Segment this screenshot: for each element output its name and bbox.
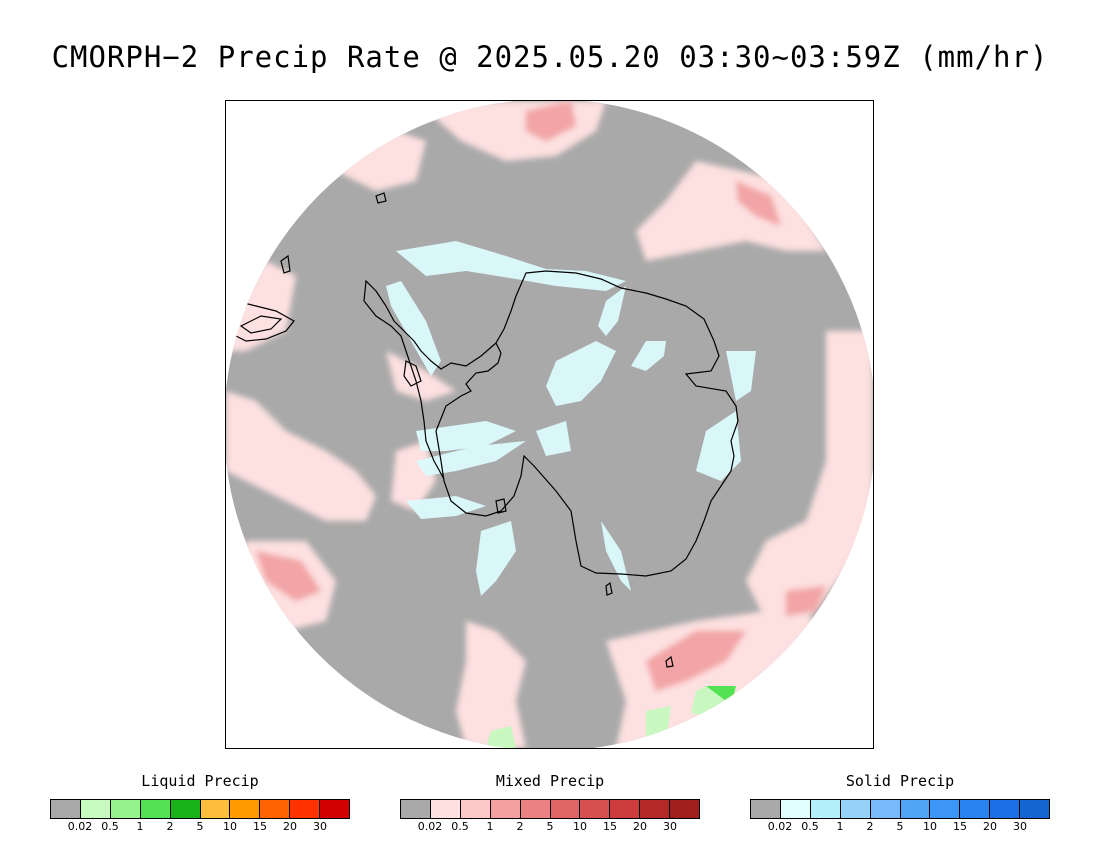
map-frame [225,100,874,749]
legend-tick-label: 30 [1013,820,1027,833]
legend-tick-label: 10 [223,820,237,833]
color-scale [400,799,700,819]
legend-swatch [200,800,231,818]
legend-tick-label: 30 [313,820,327,833]
legend-tick-label: 30 [663,820,677,833]
legend-tick-label: 20 [283,820,297,833]
mixed-precip-legend: Mixed Precip 0.02 0.5 1 2 5 10 15 20 30 [400,770,700,833]
legend-title: Mixed Precip [495,772,605,790]
legend-tick-label: 0.02 [67,820,93,833]
legend-tick-label: 20 [633,820,647,833]
legend-tick-label: 5 [196,820,204,833]
legend-swatch [610,800,641,818]
legend-tick-label: 1 [136,820,144,833]
legend-swatch [290,800,321,818]
legend-swatch [870,800,901,818]
solid-precip-light-areas [386,241,756,596]
legend-tick-label: 2 [516,820,524,833]
legend-tick-label: 5 [896,820,904,833]
legend-swatch [401,800,431,818]
legend-title: Solid Precip [845,772,955,790]
antarctica-coastline [435,270,739,577]
coastline-outlines [235,192,739,668]
legend-swatch [490,800,521,818]
legend-tick-label: 2 [166,820,174,833]
legend-tick-label: 10 [923,820,937,833]
legend-tick-label: 0.02 [767,820,793,833]
solid-precip-legend: Solid Precip 0.02 0.5 1 2 5 10 15 20 30 [750,770,1050,833]
south-america-coastline [235,300,295,342]
legend-swatch [930,800,961,818]
tick-labels: 0.02 0.5 1 2 5 10 15 20 30 [750,819,1050,833]
legend-swatch [230,800,261,818]
legend-swatch [580,800,611,818]
antarctic-peninsula-coastline [363,279,497,480]
legend-tick-label: 2 [866,820,874,833]
legend-swatch [140,800,171,818]
tick-labels: 0.02 0.5 1 2 5 10 15 20 30 [50,819,350,833]
legend-swatch [51,800,81,818]
legend-swatch [840,800,871,818]
legend-tick-label: 15 [953,820,967,833]
legend-swatch [320,800,350,818]
legend-swatch [430,800,461,818]
legend-tick-label: 0.5 [101,820,119,833]
legend-swatch [260,800,291,818]
legend-tick-label: 0.02 [417,820,443,833]
legend-swatch [900,800,931,818]
legend-swatch [520,800,551,818]
color-scale [50,799,350,819]
color-scale [750,799,1050,819]
legend-tick-label: 10 [573,820,587,833]
legend-swatch [170,800,201,818]
legend-swatch [550,800,581,818]
map-title: CMORPH−2 Precip Rate @ 2025.05.20 03:30~… [51,40,1049,74]
legend-tick-label: 5 [546,820,554,833]
legend-tick-label: 1 [486,820,494,833]
legend-title: Liquid Precip [141,772,259,790]
legend-swatch [960,800,991,818]
legend-tick-label: 1 [836,820,844,833]
liquid-precip-legend: Liquid Precip 0.02 0.5 1 2 5 10 15 20 30 [50,770,350,833]
legend-swatch [640,800,671,818]
legend-swatch [670,800,700,818]
mixed-precip-medium-areas [256,101,826,691]
legend-swatch [780,800,811,818]
legend-swatch [1020,800,1050,818]
legend-swatch [460,800,491,818]
legend-tick-label: 0.5 [451,820,469,833]
legend-swatch [110,800,141,818]
legend-tick-label: 20 [983,820,997,833]
legend-tick-label: 15 [603,820,617,833]
legend-tick-label: 15 [253,820,267,833]
tick-labels: 0.02 0.5 1 2 5 10 15 20 30 [400,819,700,833]
legend-swatch [751,800,781,818]
legend-swatch [80,800,111,818]
polar-stereographic-map [226,101,873,748]
legend-tick-label: 0.5 [801,820,819,833]
no-precip-background [226,101,873,748]
legend-swatch [810,800,841,818]
legend-swatch [990,800,1021,818]
